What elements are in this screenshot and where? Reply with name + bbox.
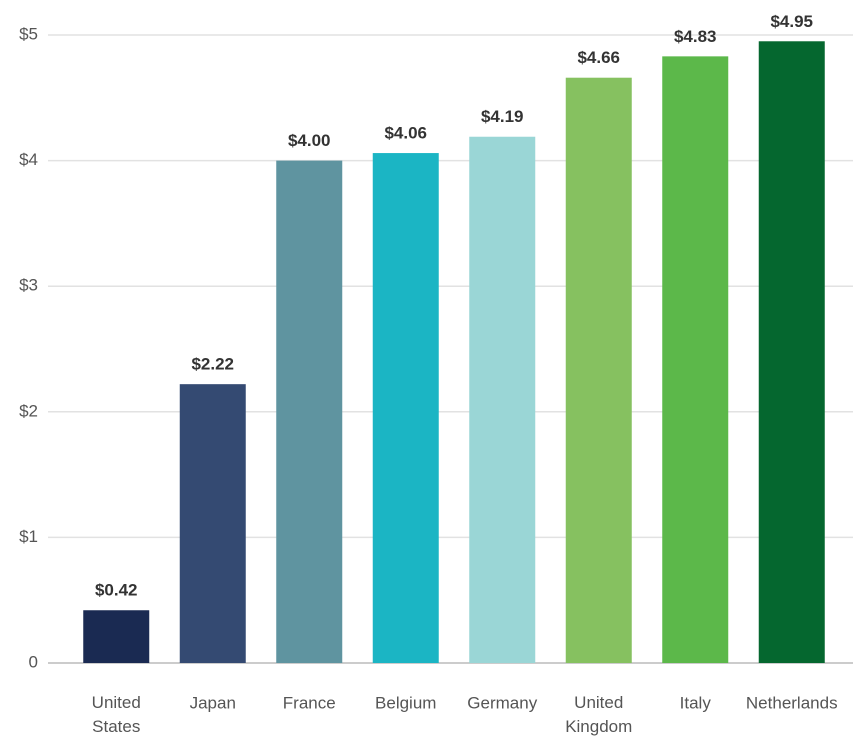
- bar: [758, 41, 825, 663]
- y-tick-label: $4: [19, 150, 38, 169]
- value-label: $0.42: [95, 581, 138, 600]
- x-tick-label: United Kingdom: [565, 693, 632, 736]
- bar: [662, 56, 729, 664]
- x-tick-label: United States: [92, 693, 141, 736]
- value-label: $2.22: [191, 355, 234, 374]
- bar: [276, 160, 343, 663]
- x-tick-label: Belgium: [375, 693, 436, 712]
- y-tick-label: $5: [19, 24, 38, 43]
- y-tick-label: $2: [19, 401, 38, 420]
- bar: [372, 153, 439, 663]
- bar: [83, 610, 150, 663]
- value-label: $4.83: [674, 27, 717, 46]
- value-label: $4.95: [770, 12, 813, 31]
- x-tick-label: France: [283, 693, 336, 712]
- x-tick-label: Germany: [467, 693, 537, 712]
- x-tick-label: Italy: [680, 693, 712, 712]
- y-tick-label: $3: [19, 276, 38, 295]
- value-label: $4.66: [577, 48, 620, 67]
- bar: [565, 77, 632, 664]
- bar: [469, 136, 536, 664]
- bar: [179, 384, 246, 663]
- x-tick-label: Netherlands: [746, 693, 838, 712]
- x-tick-label: Japan: [190, 693, 236, 712]
- y-tick-label: $1: [19, 527, 38, 546]
- value-label: $4.19: [481, 107, 524, 126]
- value-label: $4.00: [288, 131, 331, 150]
- value-label: $4.06: [384, 124, 427, 143]
- y-tick-label: 0: [29, 652, 38, 671]
